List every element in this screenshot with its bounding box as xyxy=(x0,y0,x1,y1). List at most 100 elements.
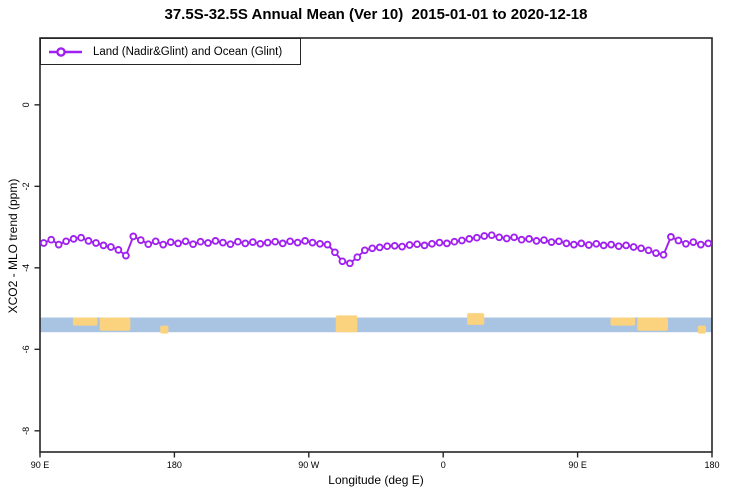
data-point xyxy=(62,237,70,246)
data-point xyxy=(211,237,220,245)
data-point xyxy=(301,237,309,245)
data-point xyxy=(689,238,698,246)
x-tick-label: 180 xyxy=(167,460,182,470)
data-point xyxy=(316,239,324,248)
map-strip-land-australia-southeast xyxy=(99,317,131,331)
data-point xyxy=(219,238,227,247)
map-strip-land-australia-west-repeat xyxy=(610,317,636,326)
data-point xyxy=(159,240,168,249)
data-point xyxy=(346,259,354,268)
data-point xyxy=(450,237,459,246)
data-point xyxy=(592,239,601,248)
data-point xyxy=(443,239,451,248)
data-point xyxy=(293,238,302,247)
map-strip-land-new-zealand xyxy=(160,325,169,334)
data-point xyxy=(465,235,474,243)
data-point xyxy=(667,233,675,241)
map-strip-land-australia-southeast-repeat xyxy=(637,317,668,331)
data-point xyxy=(151,237,160,246)
data-point xyxy=(226,240,235,249)
data-point xyxy=(577,239,586,248)
y-tick-label: -2 xyxy=(21,182,31,190)
data-point xyxy=(644,246,653,255)
y-tick-label: -8 xyxy=(21,427,31,435)
data-point xyxy=(375,243,384,252)
data-point xyxy=(405,241,414,249)
y-tick-label: -4 xyxy=(21,264,31,272)
data-point xyxy=(637,244,645,253)
data-point xyxy=(458,236,466,245)
data-point xyxy=(622,241,630,250)
data-point xyxy=(77,233,85,242)
data-point xyxy=(562,239,571,248)
data-point xyxy=(570,240,578,249)
data-point xyxy=(555,237,563,246)
data-point xyxy=(353,253,362,262)
data-point xyxy=(99,241,108,250)
data-point xyxy=(398,242,406,251)
x-tick-label: 90 E xyxy=(568,460,587,470)
data-point xyxy=(704,239,713,248)
x-tick-label: 0 xyxy=(441,460,446,470)
chart-title: 37.5S-32.5S Annual Mean (Ver 10) 2015-01… xyxy=(164,6,588,23)
data-point xyxy=(331,248,339,257)
data-point xyxy=(278,239,287,248)
data-point xyxy=(674,236,683,245)
data-point xyxy=(323,240,332,249)
data-point xyxy=(54,240,63,249)
data-point xyxy=(487,231,496,240)
data-point xyxy=(196,237,205,246)
data-point xyxy=(510,233,518,242)
data-point xyxy=(517,235,526,244)
y-tick-label: 0 xyxy=(21,102,31,107)
data-point xyxy=(532,237,541,245)
data-point xyxy=(256,239,265,248)
data-point xyxy=(420,241,429,250)
y-axis-label: XCO2 - MLO trend (ppm) xyxy=(6,178,20,314)
data-point xyxy=(368,244,377,253)
data-point xyxy=(435,238,444,247)
map-strip-land-south-africa xyxy=(467,313,485,325)
data-point xyxy=(390,241,399,250)
data-point xyxy=(47,235,56,244)
data-point xyxy=(495,233,504,242)
data-point xyxy=(92,239,100,247)
data-point xyxy=(607,240,616,249)
data-point xyxy=(144,240,153,249)
x-tick-label: 90 W xyxy=(298,460,320,470)
x-axis-label: Longitude (deg E) xyxy=(328,473,424,487)
map-strip-land-australia-west xyxy=(72,317,98,326)
data-point xyxy=(599,241,608,250)
map-strip-land-new-zealand-repeat xyxy=(697,325,707,334)
legend-marker-icon xyxy=(49,46,82,57)
data-point xyxy=(659,250,668,259)
map-strip-ocean xyxy=(40,317,712,333)
data-point xyxy=(181,237,190,246)
data-point xyxy=(166,238,175,246)
data-point xyxy=(502,234,511,243)
data-point xyxy=(69,235,78,243)
data-point xyxy=(629,243,638,251)
x-tick-label: 90 E xyxy=(31,460,50,470)
data-point xyxy=(547,238,556,246)
data-point xyxy=(39,239,48,247)
data-point xyxy=(540,236,548,244)
data-point xyxy=(107,243,115,251)
data-point xyxy=(271,237,280,246)
data-point xyxy=(122,251,130,260)
data-point xyxy=(114,246,123,254)
data-point xyxy=(234,237,242,246)
legend-circle-icon xyxy=(56,46,66,57)
data-point xyxy=(263,238,272,247)
data-point xyxy=(614,242,623,251)
y-tick-label: -6 xyxy=(21,345,31,353)
data-point xyxy=(584,241,593,249)
data-point xyxy=(308,238,317,247)
data-point xyxy=(286,237,294,246)
data-point xyxy=(129,232,138,241)
data-point xyxy=(413,240,421,249)
data-point xyxy=(338,257,347,266)
plot-box xyxy=(39,37,713,453)
